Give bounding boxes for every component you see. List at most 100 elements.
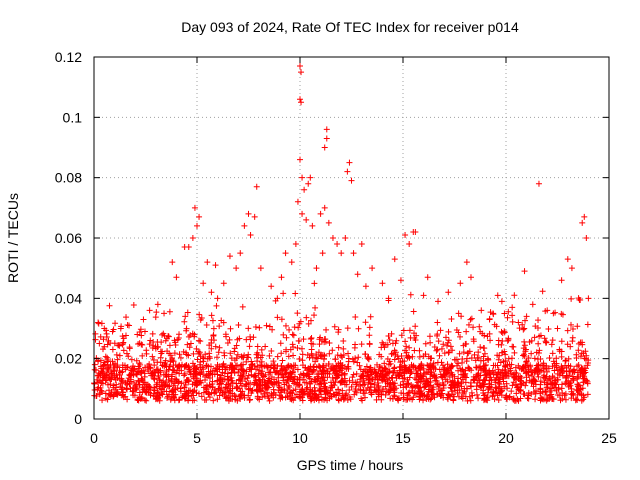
data-point — [314, 378, 321, 385]
data-point — [234, 384, 241, 391]
data-point — [359, 382, 366, 389]
data-point — [465, 321, 472, 328]
data-point — [231, 392, 238, 399]
data-point — [488, 381, 495, 388]
data-point — [304, 370, 311, 377]
data-point — [307, 317, 314, 324]
data-point — [140, 316, 147, 323]
data-point — [378, 353, 385, 360]
data-point — [299, 357, 306, 364]
data-point — [200, 366, 207, 373]
data-point — [449, 391, 456, 398]
data-point — [103, 330, 110, 337]
data-point — [124, 322, 131, 329]
data-point — [180, 348, 187, 355]
data-point — [383, 366, 390, 373]
data-point — [221, 392, 228, 399]
data-point — [564, 256, 571, 263]
data-point — [475, 349, 482, 356]
data-point — [397, 382, 404, 389]
data-point — [407, 370, 414, 377]
data-point — [137, 361, 144, 368]
data-point — [329, 235, 336, 241]
data-point — [410, 308, 417, 315]
data-point — [570, 376, 577, 383]
data-point — [559, 311, 566, 318]
data-point — [289, 331, 296, 338]
data-point — [554, 392, 561, 399]
data-point — [176, 362, 183, 369]
data-point — [340, 337, 347, 344]
data-point — [444, 361, 451, 368]
data-point — [445, 390, 452, 397]
data-point — [510, 343, 517, 350]
data-point — [95, 319, 102, 326]
data-point — [425, 362, 432, 369]
data-point — [328, 393, 335, 400]
data-point — [109, 346, 116, 353]
data-point — [131, 392, 138, 399]
data-point — [493, 385, 500, 392]
data-point — [355, 325, 362, 332]
data-point — [171, 394, 178, 401]
data-point — [467, 397, 474, 404]
data-point — [523, 374, 530, 381]
data-point — [291, 324, 298, 331]
data-point — [298, 345, 305, 352]
data-point — [124, 380, 131, 387]
data-point — [354, 359, 361, 366]
data-point — [424, 381, 431, 388]
data-point — [438, 345, 445, 352]
data-point — [456, 365, 463, 372]
data-point — [549, 337, 556, 344]
data-point — [342, 235, 349, 241]
data-point — [97, 357, 104, 364]
data-point — [305, 180, 312, 187]
data-point — [383, 387, 390, 394]
data-point — [448, 382, 455, 389]
data-point — [281, 371, 288, 378]
data-point — [123, 314, 130, 321]
data-point — [407, 334, 414, 341]
data-point — [442, 376, 449, 383]
data-point — [365, 356, 372, 363]
y-tick-label: 0.02 — [55, 351, 82, 367]
data-point — [412, 323, 419, 330]
data-point — [517, 395, 524, 402]
x-tick-label: 25 — [601, 430, 617, 446]
data-point — [223, 333, 230, 340]
data-point — [508, 388, 515, 395]
data-point — [241, 222, 248, 229]
data-point — [419, 373, 426, 380]
data-point — [285, 363, 292, 370]
data-point — [372, 369, 379, 376]
data-point — [161, 310, 168, 317]
data-point — [127, 385, 134, 392]
data-point — [275, 374, 282, 381]
data-point — [285, 374, 292, 381]
data-point — [303, 379, 310, 386]
data-point — [242, 383, 249, 390]
data-point — [362, 351, 369, 358]
data-point — [570, 392, 577, 399]
data-point — [437, 392, 444, 399]
data-point — [574, 374, 581, 381]
data-point — [360, 390, 367, 397]
data-point — [318, 396, 325, 403]
data-point — [391, 389, 398, 396]
data-point — [546, 375, 553, 381]
data-point — [556, 348, 563, 355]
data-point — [558, 338, 565, 345]
data-point — [181, 363, 188, 370]
data-point — [487, 309, 494, 316]
data-point — [96, 377, 103, 384]
data-point — [154, 379, 161, 386]
data-point — [320, 355, 327, 362]
data-point — [475, 395, 482, 402]
data-point — [388, 350, 395, 357]
data-point — [406, 374, 413, 381]
data-point — [310, 364, 317, 371]
data-point — [332, 392, 339, 399]
data-point — [574, 323, 581, 330]
data-point — [411, 330, 418, 337]
